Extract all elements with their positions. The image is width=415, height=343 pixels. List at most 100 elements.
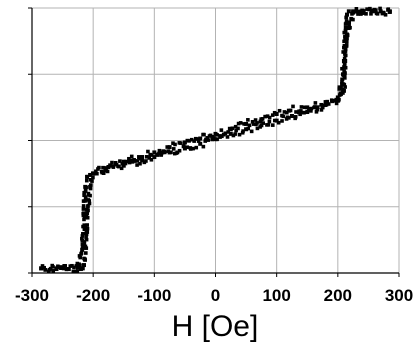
data-point <box>81 263 86 268</box>
data-point <box>149 157 154 162</box>
data-point <box>305 105 310 110</box>
data-point <box>83 215 87 220</box>
data-point <box>233 132 237 136</box>
data-point <box>347 26 351 31</box>
data-point <box>194 145 199 150</box>
data-point <box>82 257 87 262</box>
data-point <box>157 151 161 156</box>
data-point <box>263 114 267 119</box>
data-point <box>343 29 348 34</box>
data-point <box>132 158 136 162</box>
data-point <box>118 159 122 163</box>
data-point <box>356 12 360 16</box>
data-point <box>40 264 45 268</box>
data-point <box>347 23 351 28</box>
data-point <box>221 132 226 137</box>
data-point <box>77 262 81 267</box>
data-point <box>249 129 254 134</box>
data-point <box>85 226 90 231</box>
data-point <box>276 120 281 125</box>
data-point <box>387 9 392 14</box>
data-point <box>206 138 210 142</box>
data-point <box>74 269 78 274</box>
data-point <box>204 137 208 142</box>
data-point <box>319 102 323 107</box>
x-tick-labels: -300 -200 -100 0 100 200 300 <box>15 286 413 305</box>
data-point <box>330 99 334 103</box>
data-point <box>177 141 182 145</box>
data-point <box>83 188 88 193</box>
data-point <box>289 113 294 118</box>
data-point <box>82 246 87 250</box>
data-point <box>93 171 98 176</box>
data-point <box>121 159 126 164</box>
data-point <box>309 109 313 113</box>
data-point <box>277 108 282 113</box>
data-point <box>80 246 85 250</box>
data-point <box>88 193 92 198</box>
x-tick-label: 0 <box>211 286 220 305</box>
data-point <box>191 146 195 151</box>
data-point <box>299 105 304 109</box>
data-point <box>88 186 93 191</box>
data-point <box>81 213 86 218</box>
data-point <box>342 66 347 70</box>
data-point <box>293 115 298 119</box>
data-point <box>175 150 180 155</box>
data-point <box>177 148 182 153</box>
data-point <box>159 153 164 157</box>
data-point <box>87 201 92 206</box>
data-point <box>88 172 93 177</box>
data-point <box>80 234 85 238</box>
data-point <box>82 193 86 198</box>
data-point <box>340 66 344 71</box>
data-point <box>72 265 76 270</box>
x-tick-label: 100 <box>262 286 290 305</box>
data-point <box>351 9 356 14</box>
data-point <box>386 7 391 11</box>
data-point <box>291 104 295 109</box>
data-point <box>251 122 256 126</box>
data-point <box>103 168 108 173</box>
data-point <box>244 121 249 126</box>
data-point <box>261 121 265 125</box>
data-point <box>82 217 86 222</box>
data-point <box>236 121 241 126</box>
data-point <box>337 93 342 97</box>
data-point <box>165 145 170 149</box>
data-point <box>294 110 298 114</box>
data-point <box>42 265 46 270</box>
data-point <box>80 247 85 252</box>
data-point <box>84 228 89 233</box>
data-point <box>265 114 270 118</box>
data-point <box>305 110 310 115</box>
data-point <box>101 171 106 175</box>
data-point <box>81 211 85 216</box>
data-point <box>84 251 88 255</box>
x-tick-label: 300 <box>385 286 413 305</box>
data-point <box>82 227 87 232</box>
data-point <box>255 126 260 131</box>
data-point <box>105 169 110 174</box>
data-point <box>84 237 89 242</box>
data-point <box>335 95 340 100</box>
data-point <box>342 43 347 48</box>
data-point <box>247 123 252 128</box>
data-point <box>198 141 203 146</box>
data-point <box>343 49 348 53</box>
data-point <box>342 56 347 61</box>
data-point <box>349 17 354 21</box>
data-point <box>267 119 272 124</box>
data-point <box>250 120 255 124</box>
data-point <box>135 163 139 167</box>
data-point <box>342 59 346 64</box>
data-point <box>344 15 349 20</box>
data-point <box>343 25 348 30</box>
data-point <box>135 159 140 163</box>
data-point <box>84 178 89 183</box>
data-point <box>338 91 343 96</box>
data-point <box>346 9 351 14</box>
data-point <box>91 171 96 176</box>
data-point <box>51 269 56 273</box>
